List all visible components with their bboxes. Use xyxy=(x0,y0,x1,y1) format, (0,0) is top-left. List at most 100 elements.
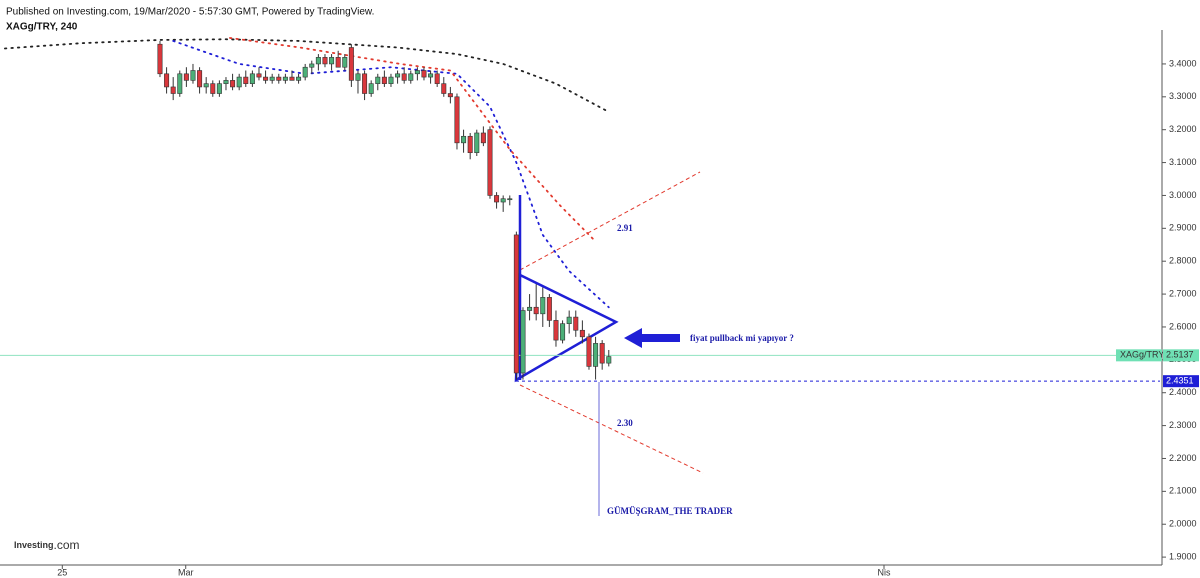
candle xyxy=(441,77,447,97)
candle-body xyxy=(395,73,401,78)
candle-body xyxy=(368,83,374,94)
last-price-label: 2.5137 xyxy=(1166,350,1194,360)
candle-body xyxy=(441,83,447,94)
y-tick-label: 1.9000 xyxy=(1169,551,1197,561)
candle-body xyxy=(408,73,414,81)
candle-body xyxy=(223,80,229,84)
candle-body xyxy=(566,316,572,324)
price-tag-box xyxy=(1116,349,1162,362)
candle xyxy=(474,129,480,156)
published-note: Published on Investing.com, 19/Mar/2020 … xyxy=(6,7,374,18)
candle xyxy=(513,231,519,380)
candle-body xyxy=(282,76,288,81)
candle-body xyxy=(421,70,427,78)
candle-body xyxy=(322,57,328,65)
candle-body xyxy=(560,323,566,341)
candle xyxy=(157,40,163,78)
candle-body xyxy=(474,132,480,154)
candle xyxy=(296,73,302,84)
candle-body xyxy=(170,86,176,94)
y-tick-label: 2.2000 xyxy=(1169,453,1197,463)
candle-body xyxy=(500,198,506,203)
candle xyxy=(573,310,579,337)
candle xyxy=(494,192,500,209)
candle-body xyxy=(230,80,236,88)
candle-body xyxy=(256,73,262,78)
candle-body xyxy=(296,76,302,81)
candle xyxy=(368,80,374,97)
candle-body xyxy=(289,76,295,81)
candle-body xyxy=(520,310,526,374)
candle xyxy=(388,73,394,87)
candle-body xyxy=(540,297,546,315)
candle xyxy=(210,80,216,97)
candle xyxy=(256,67,262,81)
candle xyxy=(593,336,599,380)
candle xyxy=(177,70,183,97)
candle-body xyxy=(428,73,434,78)
candle-body xyxy=(579,329,585,338)
candle xyxy=(553,310,559,347)
candle-body xyxy=(269,76,275,81)
candle-body xyxy=(329,57,335,65)
candle xyxy=(335,50,341,68)
candle-body xyxy=(414,70,420,75)
candle xyxy=(507,195,513,206)
x-tick-label: Nis xyxy=(877,567,890,577)
candle xyxy=(434,70,440,87)
moving-average xyxy=(3,38,610,113)
support-label: 2.4351 xyxy=(1166,376,1194,386)
candle xyxy=(408,70,414,84)
candle xyxy=(560,320,566,344)
candle xyxy=(447,86,453,104)
candle xyxy=(520,307,526,380)
candle-body xyxy=(302,66,308,78)
candle xyxy=(203,77,209,94)
candle-body xyxy=(388,76,394,84)
candle-body xyxy=(553,320,559,341)
candle xyxy=(579,320,585,344)
y-tick-label: 3.2000 xyxy=(1169,124,1197,134)
candle xyxy=(289,70,295,81)
candle-body xyxy=(527,306,533,311)
candle-body xyxy=(467,135,473,154)
candle-body xyxy=(533,306,539,315)
candle-body xyxy=(434,73,440,84)
candle xyxy=(500,195,506,212)
candle xyxy=(355,70,361,94)
y-tick-label: 2.1000 xyxy=(1169,486,1197,496)
candle xyxy=(566,310,572,334)
candle-body xyxy=(355,73,361,81)
candle xyxy=(216,80,222,97)
candle-body xyxy=(249,73,255,84)
candle xyxy=(480,126,486,147)
x-tick-label: 25 xyxy=(57,567,67,577)
candle-body xyxy=(513,234,519,374)
candle-body xyxy=(454,96,460,144)
logo-suffix: .com xyxy=(54,538,80,552)
candle-body xyxy=(348,47,354,81)
candle xyxy=(533,284,539,321)
y-tick-label: 3.1000 xyxy=(1169,157,1197,167)
logo: Investing.com xyxy=(14,538,80,552)
candle xyxy=(282,73,288,84)
candle xyxy=(243,70,249,87)
candle-body xyxy=(183,73,189,81)
logo-brand: Investing xyxy=(14,540,54,550)
candle xyxy=(322,54,328,68)
candle xyxy=(236,73,242,91)
candle xyxy=(362,70,368,101)
candle xyxy=(249,70,255,87)
trend-line xyxy=(519,384,704,474)
candle xyxy=(269,73,275,84)
candle-body xyxy=(315,57,321,65)
symbol-title: XAGg/TRY, 240 xyxy=(6,22,78,33)
candle-body xyxy=(401,73,407,81)
candle xyxy=(263,70,269,84)
candle xyxy=(223,77,229,91)
candle xyxy=(197,67,203,94)
y-tick-label: 3.4000 xyxy=(1169,58,1197,68)
candle-body xyxy=(461,135,467,144)
